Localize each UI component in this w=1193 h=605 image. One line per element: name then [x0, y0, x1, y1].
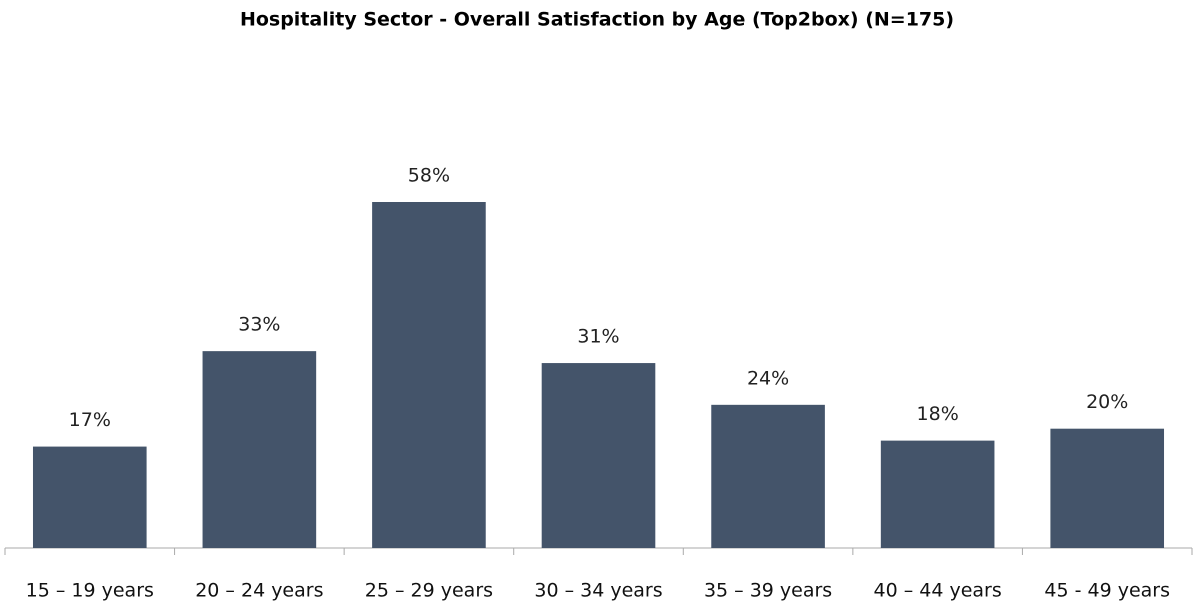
bar: [541, 363, 656, 548]
data-label: 20%: [1086, 391, 1128, 413]
data-label: 33%: [238, 314, 280, 336]
bar: [202, 351, 317, 548]
bar: [880, 440, 995, 548]
data-label: 24%: [747, 367, 789, 389]
bar: [32, 446, 147, 548]
data-label: 31%: [577, 326, 619, 348]
chart-title: Hospitality Sector - Overall Satisfactio…: [240, 9, 954, 31]
x-tick-label: 45 - 49 years: [1044, 580, 1170, 602]
x-tick-label: 40 – 44 years: [874, 580, 1002, 602]
x-tick-label: 20 – 24 years: [195, 580, 323, 602]
data-label: 17%: [69, 409, 111, 431]
bar: [1050, 428, 1165, 548]
bar: [372, 202, 486, 548]
x-tick-label: 35 – 39 years: [704, 580, 832, 602]
bar: [711, 404, 825, 548]
x-tick-label: 15 – 19 years: [26, 580, 154, 602]
data-label: 58%: [408, 165, 450, 187]
data-label: 18%: [917, 403, 959, 425]
x-tick-label: 25 – 29 years: [365, 580, 493, 602]
x-tick-label: 30 – 34 years: [534, 580, 662, 602]
